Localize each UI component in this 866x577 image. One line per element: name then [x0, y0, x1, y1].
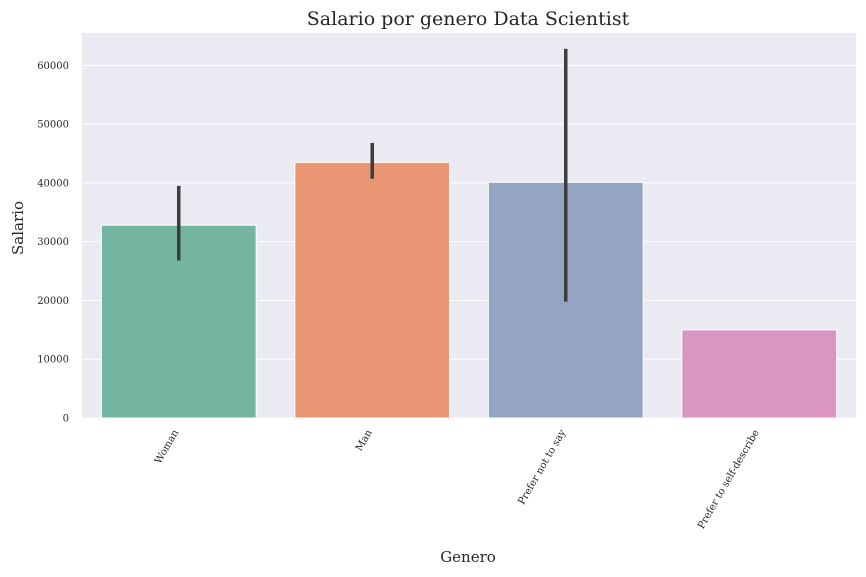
- x-axis-label: Genero: [440, 548, 496, 566]
- y-tick-label: 40000: [37, 178, 69, 189]
- bar: [294, 161, 451, 419]
- y-tick-label: 50000: [37, 120, 69, 131]
- x-tick-label: Prefer not to say: [517, 428, 569, 507]
- x-tick-label: Man: [354, 428, 375, 454]
- y-tick-label: 20000: [37, 296, 69, 307]
- x-tick-label: Woman: [153, 428, 182, 466]
- x-tick-label: Prefer to self-describe: [696, 428, 762, 531]
- y-tick-label: 10000: [37, 355, 69, 366]
- y-ticks: 0 10000 20000 30000 40000 50000 60000: [37, 61, 69, 425]
- error-bars: [177, 48, 568, 302]
- y-tick-label: 30000: [37, 237, 69, 248]
- y-tick-label: 0: [63, 414, 69, 425]
- chart-title: Salario por genero Data Scientist: [307, 8, 630, 30]
- bar: [681, 329, 838, 419]
- y-tick-label: 60000: [37, 61, 69, 72]
- y-axis-label: Salario: [9, 201, 27, 255]
- x-ticks: Woman Man Prefer not to say Prefer to self-…: [153, 428, 762, 531]
